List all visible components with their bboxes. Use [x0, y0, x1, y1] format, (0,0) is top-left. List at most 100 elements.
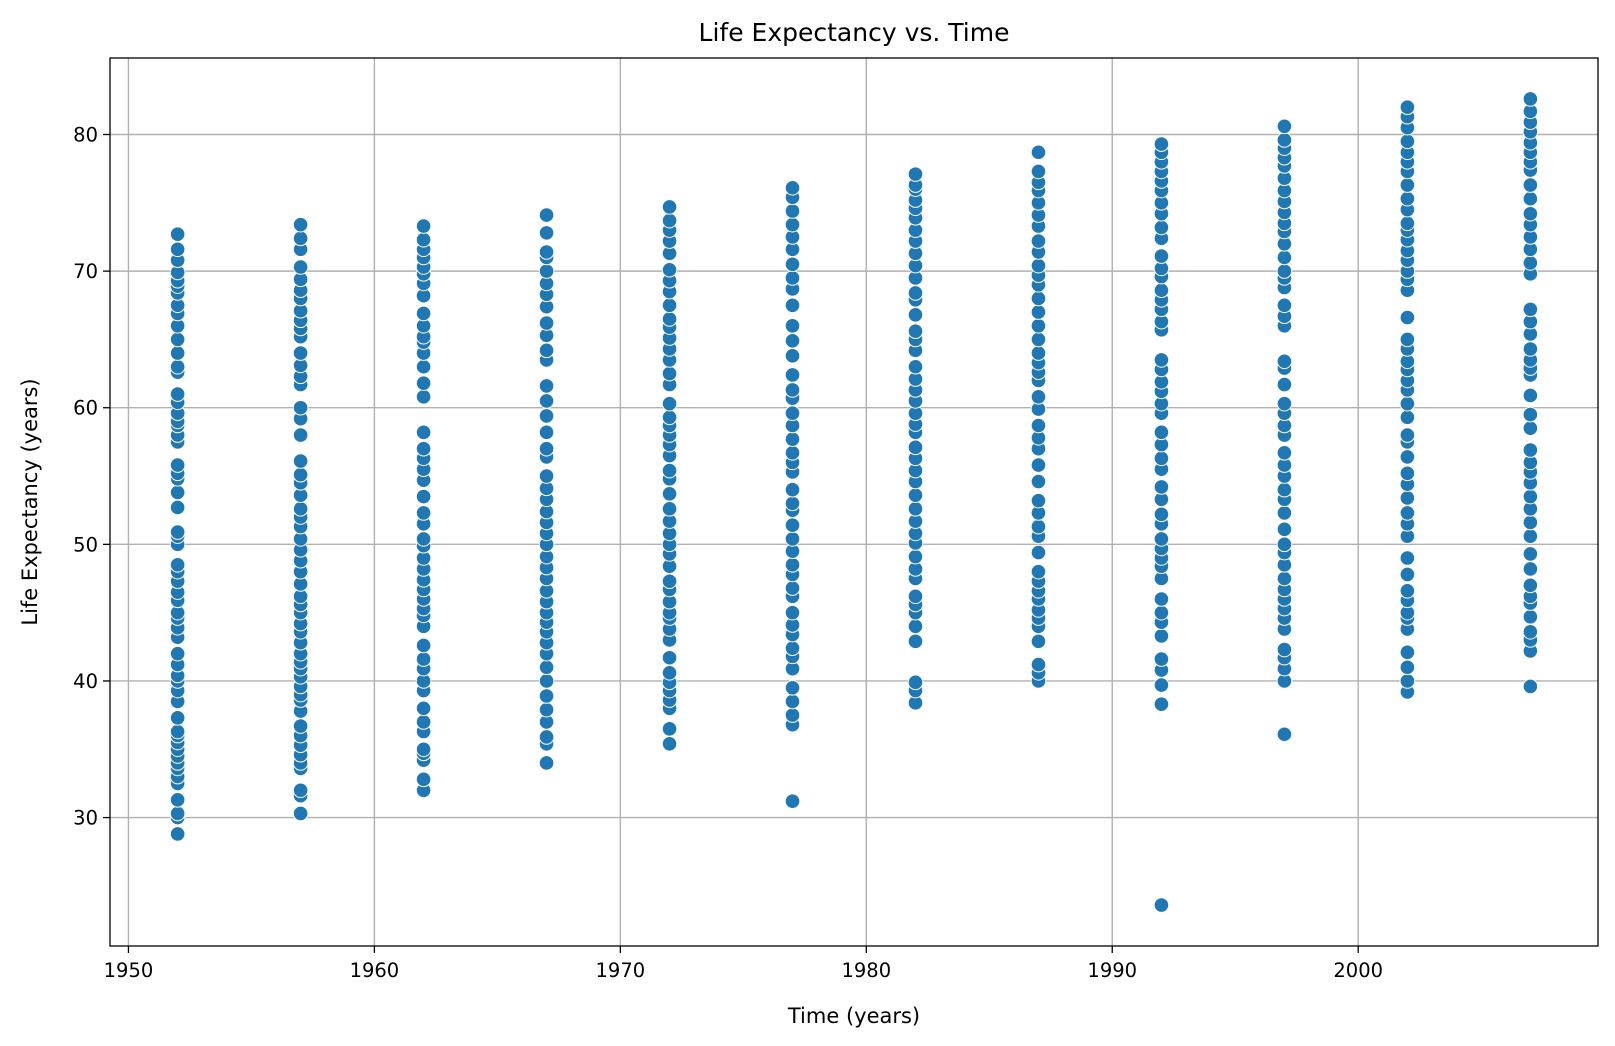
data-point	[784, 580, 801, 596]
y-tick-label: 80	[73, 124, 98, 147]
data-point	[1522, 442, 1539, 458]
data-point	[1030, 633, 1047, 650]
x-tick-label: 1950	[104, 959, 154, 982]
data-point	[538, 378, 555, 394]
data-point	[415, 531, 432, 547]
data-point	[415, 741, 432, 758]
data-point	[661, 365, 678, 382]
data-point	[292, 782, 309, 799]
data-point	[538, 755, 555, 771]
data-point	[661, 573, 678, 590]
data-point	[1153, 677, 1170, 693]
data-point	[169, 345, 186, 361]
data-point	[1276, 118, 1293, 135]
data-point	[292, 230, 309, 247]
y-tick-label: 50	[73, 533, 98, 556]
data-point	[169, 499, 186, 516]
data-point	[1399, 427, 1416, 443]
data-point	[1030, 389, 1047, 405]
data-point	[784, 348, 801, 364]
data-point	[784, 693, 801, 710]
data-point	[538, 393, 555, 409]
data-point	[1522, 301, 1539, 318]
data-point	[1030, 518, 1047, 535]
data-point	[169, 331, 186, 348]
data-point	[292, 216, 309, 233]
data-point	[1276, 376, 1293, 393]
data-point	[661, 409, 678, 426]
data-point	[538, 468, 555, 484]
data-points	[169, 91, 1539, 913]
data-point	[1522, 341, 1539, 357]
data-point	[1030, 257, 1047, 274]
data-point	[1030, 417, 1047, 434]
data-point	[415, 700, 432, 717]
data-point	[1030, 163, 1047, 180]
data-point	[1522, 678, 1539, 695]
data-point	[169, 710, 186, 726]
data-point	[538, 408, 555, 424]
data-point	[1399, 409, 1416, 426]
data-point	[169, 524, 186, 540]
x-tick-label: 1960	[350, 959, 400, 982]
data-point	[292, 805, 309, 822]
data-point	[1522, 561, 1539, 577]
data-point	[907, 548, 924, 565]
data-point	[1399, 449, 1416, 465]
data-point	[415, 358, 432, 375]
data-point	[661, 486, 678, 502]
data-point	[1276, 395, 1293, 412]
data-point	[538, 207, 555, 223]
data-point	[538, 424, 555, 441]
data-point	[1153, 897, 1170, 913]
data-point	[784, 179, 801, 196]
data-point	[538, 701, 555, 718]
data-point	[1522, 488, 1539, 505]
data-point	[169, 386, 186, 402]
data-point	[415, 488, 432, 505]
data-point	[784, 431, 801, 447]
data-point	[907, 618, 924, 635]
data-point	[1030, 656, 1047, 673]
data-point	[1399, 505, 1416, 521]
data-point	[169, 241, 186, 258]
data-point	[1030, 492, 1047, 509]
data-point	[1030, 473, 1047, 490]
data-point	[907, 166, 924, 182]
data-point	[907, 501, 924, 517]
data-point	[1153, 450, 1170, 467]
data-point	[784, 332, 801, 349]
data-point	[1030, 345, 1047, 361]
data-point	[415, 440, 432, 457]
data-point	[784, 297, 801, 314]
data-point	[538, 688, 555, 704]
data-point	[784, 517, 801, 534]
data-point	[1399, 99, 1416, 115]
data-point	[661, 212, 678, 229]
data-point	[538, 263, 555, 279]
y-tick-label: 70	[73, 260, 98, 283]
data-point	[1399, 331, 1416, 348]
data-point	[1276, 505, 1293, 521]
data-point	[661, 199, 678, 215]
data-point	[169, 826, 186, 842]
data-point	[1153, 136, 1170, 152]
data-point	[1276, 297, 1293, 314]
data-point	[1399, 215, 1416, 232]
chart-title: Life Expectancy vs. Time	[699, 18, 1010, 47]
data-point	[415, 218, 432, 234]
data-point	[907, 633, 924, 650]
data-point	[661, 649, 678, 666]
data-point	[169, 645, 186, 662]
data-point	[1153, 628, 1170, 644]
data-point	[415, 651, 432, 667]
data-point	[784, 680, 801, 696]
data-point	[907, 307, 924, 323]
data-point	[1153, 651, 1170, 667]
data-point	[784, 445, 801, 461]
data-point	[1399, 309, 1416, 326]
data-point	[1522, 608, 1539, 625]
data-point	[415, 231, 432, 248]
